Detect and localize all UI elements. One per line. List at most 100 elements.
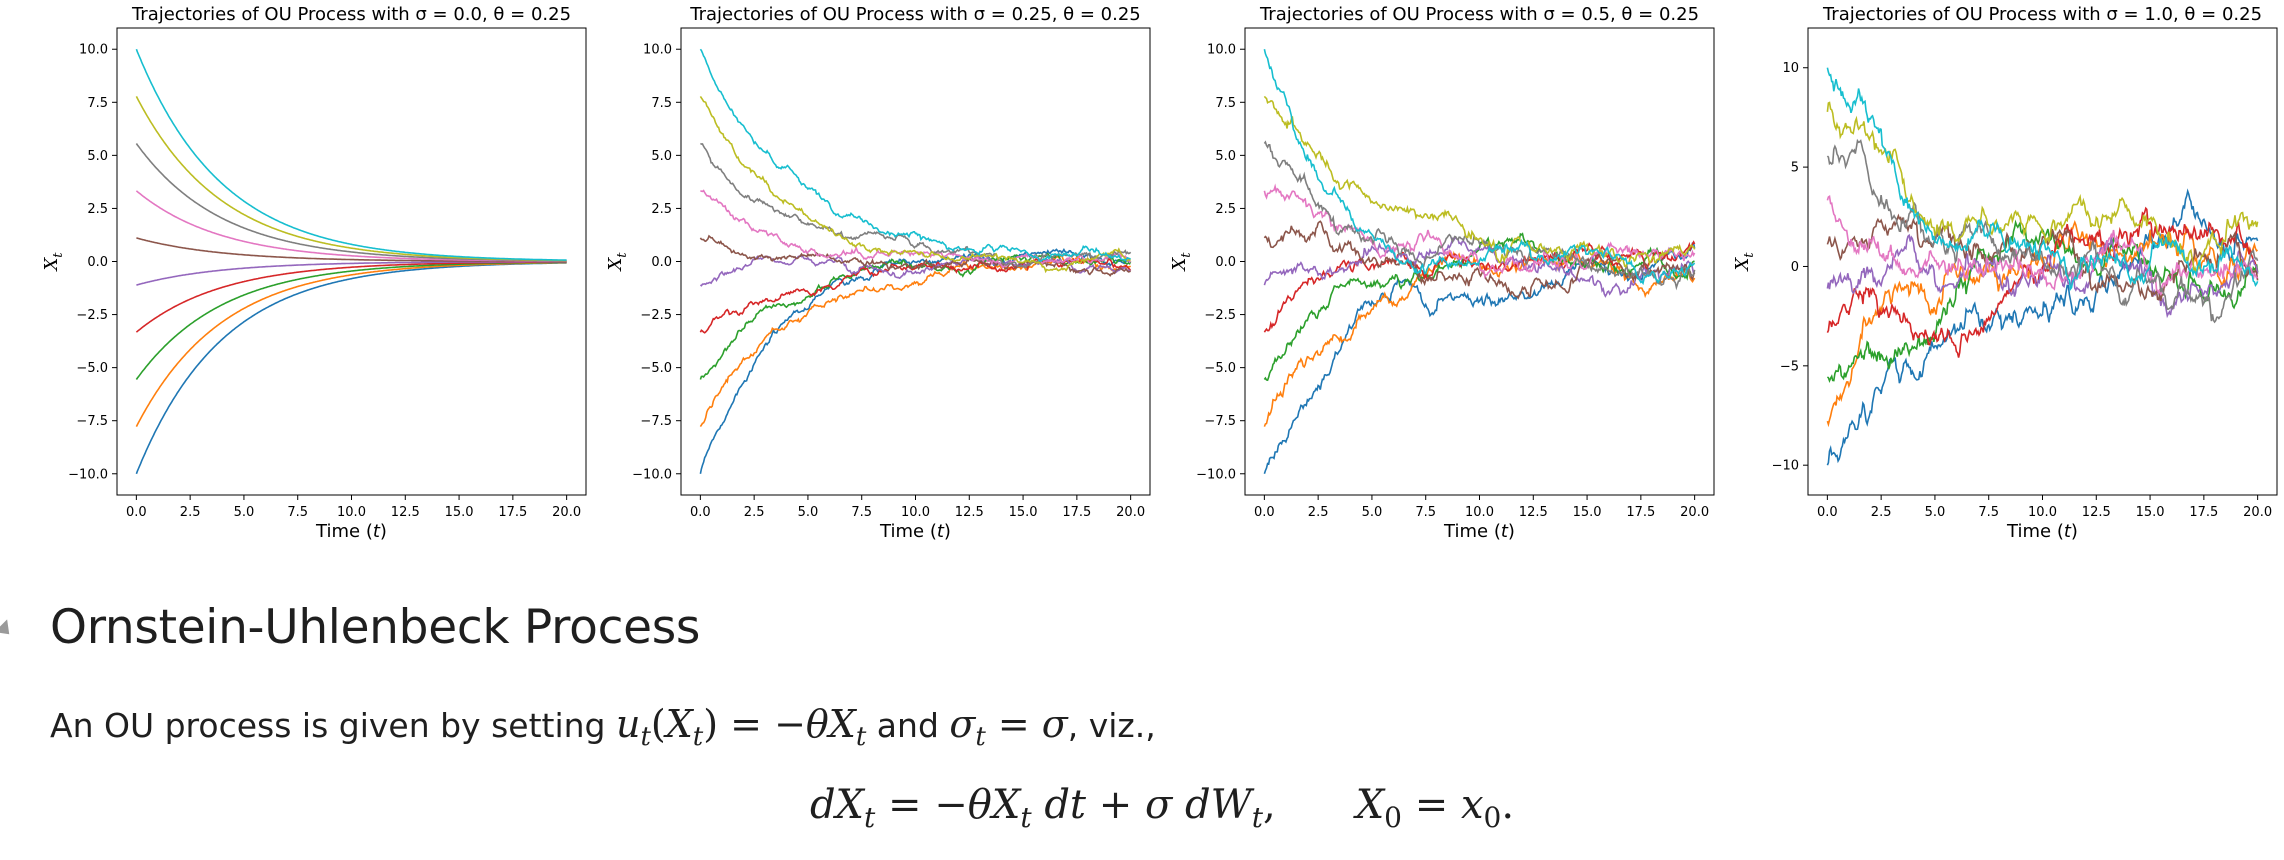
- series-line: [135, 96, 567, 262]
- drift-formula: ut(Xt) = −θXt: [615, 702, 867, 752]
- x-tick-label: 10.0: [1465, 505, 1494, 520]
- x-tick-label: 20.0: [1116, 505, 1145, 520]
- series-line: [1263, 242, 1696, 475]
- y-tick-label: 5.0: [87, 149, 108, 164]
- series-line: [1826, 67, 2259, 292]
- series-line: [136, 237, 567, 263]
- y-tick-label: −7.5: [1204, 414, 1236, 429]
- y-tick-label: −7.5: [640, 414, 672, 429]
- x-tick-label: 15.0: [445, 505, 474, 520]
- y-tick-label: −10.0: [632, 467, 672, 482]
- series-line: [136, 260, 567, 286]
- x-tick-label: 0.0: [1817, 505, 1838, 520]
- x-tick-label: 10.0: [901, 505, 930, 520]
- y-tick-label: −5.0: [1204, 361, 1236, 376]
- y-tick-label: 5.0: [1215, 149, 1236, 164]
- chart-title: Trajectories of OU Process with σ = 0.25…: [689, 4, 1141, 25]
- y-tick-label: 7.5: [651, 96, 672, 111]
- y-tick-label: 0.0: [651, 255, 672, 270]
- x-tick-label: 0.0: [690, 505, 711, 520]
- y-axis-label: Xt: [1732, 252, 1757, 273]
- y-tick-label: −2.5: [640, 308, 672, 323]
- x-tick-label: 2.5: [1871, 505, 1892, 520]
- y-tick-label: 10.0: [79, 43, 108, 58]
- series-line: [699, 95, 1132, 274]
- diffusion-formula: σt = σ: [949, 702, 1068, 752]
- x-tick-label: 17.5: [2189, 505, 2218, 520]
- x-tick-label: 7.5: [287, 505, 308, 520]
- x-tick-label: 20.0: [2243, 505, 2272, 520]
- chart-3: Trajectories of OU Process with σ = 0.5,…: [1169, 4, 1715, 542]
- y-tick-label: −5: [1780, 359, 1799, 374]
- x-tick-label: 10.0: [2028, 505, 2057, 520]
- y-tick-label: 2.5: [1215, 202, 1236, 217]
- series-line: [699, 248, 1132, 474]
- chart-title: Trajectories of OU Process with σ = 1.0,…: [1822, 4, 2262, 25]
- chart-title: Trajectories of OU Process with σ = 0.5,…: [1259, 4, 1699, 25]
- series-line: [1826, 206, 2258, 358]
- x-axis-label: Time (t): [1443, 521, 1515, 542]
- y-tick-label: −2.5: [1204, 308, 1236, 323]
- ou-sde-equation: dXt = −θXt dt + σ dWt, X0 = x0.: [809, 782, 1515, 834]
- series-line: [1826, 188, 2259, 466]
- y-tick-label: −5.0: [76, 361, 108, 376]
- intro-paragraph: An OU process is given by setting ut(Xt)…: [50, 702, 1156, 752]
- series-line: [699, 257, 1132, 334]
- x-tick-label: 17.5: [1626, 505, 1655, 520]
- y-tick-label: −10: [1772, 459, 1799, 474]
- series-group: [135, 48, 567, 475]
- x-tick-label: 12.5: [1519, 505, 1548, 520]
- x-tick-label: 12.5: [391, 505, 420, 520]
- y-tick-label: 10: [1782, 61, 1799, 76]
- series-line: [1263, 49, 1696, 286]
- x-tick-label: 15.0: [1009, 505, 1038, 520]
- intro-text: An OU process is given by setting: [50, 706, 616, 745]
- y-tick-label: 10.0: [1207, 43, 1236, 58]
- y-tick-label: 7.5: [1215, 96, 1236, 111]
- y-tick-label: 5.0: [651, 149, 672, 164]
- x-tick-label: 5.0: [798, 505, 819, 520]
- series-line: [1263, 183, 1696, 280]
- y-tick-label: −7.5: [76, 414, 108, 429]
- series-line: [1263, 220, 1696, 300]
- series-line: [699, 253, 1132, 428]
- series-line: [135, 261, 567, 427]
- y-tick-label: 0.0: [87, 255, 108, 270]
- y-tick-label: 0.0: [1215, 255, 1236, 270]
- x-tick-label: 15.0: [1573, 505, 1602, 520]
- x-axis-label: Time (t): [879, 521, 951, 542]
- x-tick-label: 20.0: [1680, 505, 1709, 520]
- series-line: [1263, 140, 1696, 291]
- series-line: [700, 189, 1132, 269]
- y-tick-label: 0: [1791, 260, 1799, 275]
- x-tick-label: 2.5: [180, 505, 201, 520]
- x-tick-label: 0.0: [1254, 505, 1275, 520]
- x-tick-label: 2.5: [1308, 505, 1329, 520]
- y-tick-label: −2.5: [76, 308, 108, 323]
- viz-text: , viz.,: [1067, 706, 1156, 745]
- section-heading: Ornstein-Uhlenbeck Process: [50, 600, 701, 655]
- x-tick-label: 7.5: [851, 505, 872, 520]
- x-tick-label: 17.5: [498, 505, 527, 520]
- x-tick-label: 5.0: [234, 505, 255, 520]
- series-line: [135, 48, 567, 261]
- x-tick-label: 20.0: [552, 505, 581, 520]
- series-group: [1263, 49, 1696, 475]
- x-tick-label: 0.0: [126, 505, 147, 520]
- x-tick-label: 7.5: [1415, 505, 1436, 520]
- y-tick-label: 2.5: [87, 202, 108, 217]
- series-line: [1263, 237, 1696, 298]
- ou-trajectory-charts: Trajectories of OU Process with σ = 0.0,…: [41, 4, 2278, 542]
- y-tick-label: −10.0: [68, 467, 108, 482]
- series-line: [1826, 213, 2259, 301]
- collapse-caret-icon[interactable]: [0, 619, 16, 641]
- y-tick-label: 7.5: [87, 96, 108, 111]
- and-text: and: [866, 706, 950, 745]
- x-axis-label: Time (t): [315, 521, 387, 542]
- x-axis-label: Time (t): [2006, 521, 2078, 542]
- series-line: [1826, 101, 2259, 274]
- y-axis-label: Xt: [1169, 252, 1194, 273]
- series-line: [1826, 194, 2259, 296]
- y-axis-label: Xt: [605, 252, 630, 273]
- x-tick-label: 7.5: [1978, 505, 1999, 520]
